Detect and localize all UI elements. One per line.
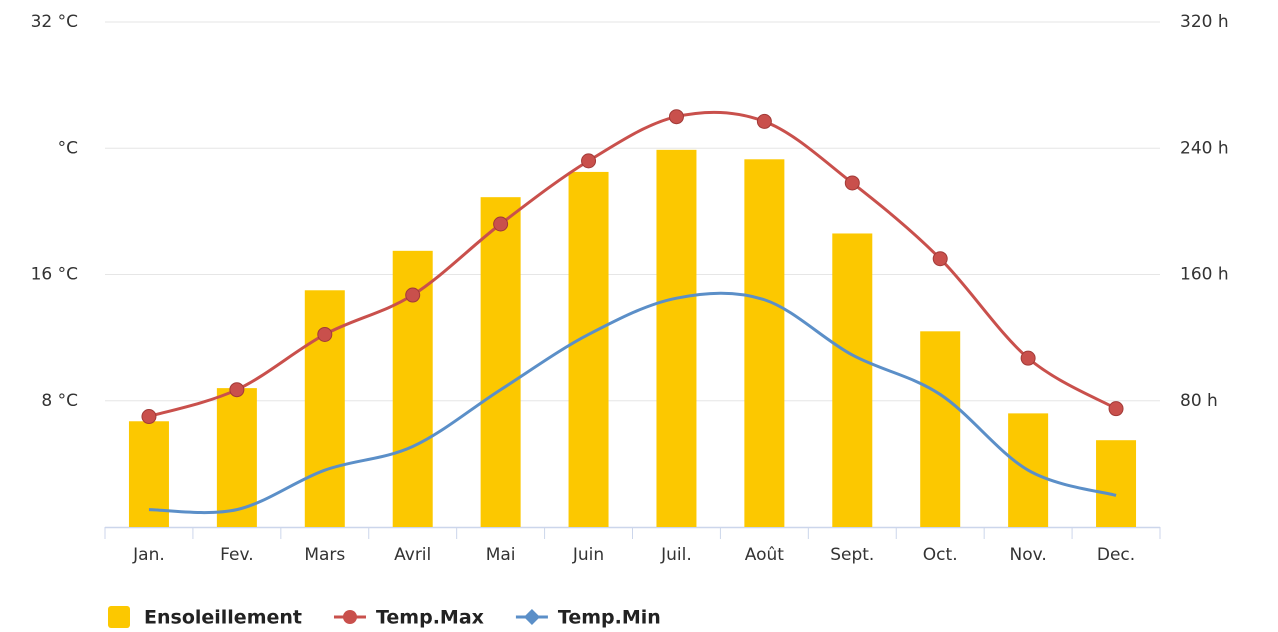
marker <box>317 326 333 342</box>
x-tick-label: Sept. <box>830 545 874 565</box>
marker <box>756 113 772 129</box>
y2-tick-label: 160 h <box>1180 265 1229 285</box>
marker <box>668 109 684 125</box>
legend-marker <box>342 610 357 624</box>
marker <box>493 216 509 232</box>
bar <box>216 388 257 527</box>
y-tick-label: °C <box>58 138 78 158</box>
line <box>148 110 1117 418</box>
bar <box>832 233 873 527</box>
y-tick-label: 16 °C <box>31 265 78 285</box>
y-tick-label: 8 °C <box>41 391 78 411</box>
bar <box>480 197 521 527</box>
x-tick-label: Nov. <box>1009 545 1046 565</box>
y-tick-label: 32 °C <box>31 12 78 32</box>
x-tick-label: Août <box>745 545 785 565</box>
legend-label: Ensoleillement <box>144 607 302 629</box>
x-tick-label: Fev. <box>220 545 253 565</box>
x-tick-label: Dec. <box>1097 545 1135 565</box>
marker <box>581 153 597 169</box>
marker <box>844 175 860 191</box>
x-tick-label: Mars <box>304 545 345 565</box>
legend-marker <box>523 609 540 625</box>
marker <box>405 287 421 303</box>
x-tick-label: Oct. <box>923 545 958 565</box>
x-tick-label: Jan. <box>132 545 165 565</box>
bar <box>568 171 609 527</box>
x-tick-label: Juin <box>572 545 604 565</box>
legend-label: Temp.Min <box>558 607 661 629</box>
x-tick-label: Avril <box>394 545 431 565</box>
y2-tick-label: 320 h <box>1180 12 1229 32</box>
y2-tick-label: 80 h <box>1180 391 1218 411</box>
marker <box>229 382 245 398</box>
legend-swatch <box>108 606 130 628</box>
x-tick-label: Mai <box>486 545 516 565</box>
marker <box>141 409 157 425</box>
marker <box>1108 401 1124 417</box>
bar <box>304 290 345 527</box>
marker <box>932 251 948 267</box>
bar <box>920 331 961 527</box>
bar <box>1096 440 1137 527</box>
line <box>148 291 1117 515</box>
y2-tick-label: 240 h <box>1180 138 1229 158</box>
legend-label: Temp.Max <box>376 607 484 629</box>
bar <box>656 149 697 527</box>
bar <box>744 159 785 527</box>
marker <box>1020 350 1036 366</box>
x-tick-label: Juil. <box>660 545 692 565</box>
